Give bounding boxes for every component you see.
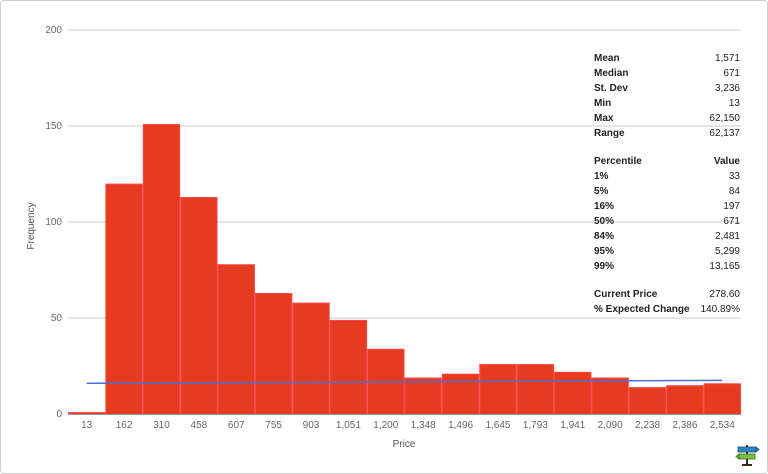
y-tick-label: 200 [45,25,62,36]
summary-row-value: 13 [728,98,740,109]
summary-row-label: Median [594,68,629,79]
x-tick-label: 2,386 [672,420,697,431]
summary-row-value: 671 [723,68,740,79]
x-tick-labels: 13 162 310 458 607 755 903 1,051 1,200 1,348 1,496… [81,420,735,431]
histogram-bar-fill [555,372,591,414]
histogram-bar-fill [480,365,516,414]
summary-row-label: Max [594,113,614,124]
histogram-bar-fill [330,320,367,414]
histogram-bar-fill [181,198,217,414]
histogram-bar-fill [143,125,180,414]
histogram-bar-fill [667,386,703,414]
percentile-row-label: 5% [594,186,609,197]
histogram-bar-fill [629,388,666,414]
x-tick-label: 1,051 [336,420,361,431]
x-tick-label: 1,496 [448,420,473,431]
extra-row-value: 278.60 [709,289,740,300]
y-tick-label: 100 [45,217,62,228]
percentile-row-label: 84% [594,231,615,242]
trend-line [86,379,723,385]
percentile-row-label: 99% [594,261,615,272]
summary-row-label: Range [594,128,625,139]
histogram-bar-fill [405,378,441,414]
x-tick-label: 755 [265,420,282,431]
histogram-bar-fill [255,294,292,414]
extra-row-label: Current Price [594,289,658,300]
y-axis-title: Frequency [26,202,37,249]
histogram-bar-fill [69,413,105,414]
summary-row-value: 62,150 [709,113,740,124]
y-tick-label: 150 [45,121,62,132]
percentile-row-value: 2,481 [714,231,740,242]
x-tick-label: 2,534 [710,420,735,431]
summary-row-label: Min [594,98,612,109]
summary-row-value: 62,137 [709,128,740,139]
trend-line-path [86,379,723,385]
x-tick-label: 1,348 [411,420,436,431]
x-tick-label: 1,645 [485,420,510,431]
histogram-bar-fill [106,184,142,414]
percentile-header-row-value: Value [713,156,740,167]
percentile-row-value: 5,299 [714,246,740,257]
percentile-row-value: 197 [723,201,740,212]
x-tick-label: 1,941 [560,420,585,431]
histogram-bar [68,412,106,414]
percentile-row-value: 33 [728,171,740,182]
summary-row-label: Mean [594,53,620,64]
histogram-bar-fill [218,265,254,414]
x-tick-label: 1,793 [523,420,548,431]
extra-row-value: 140.89% [700,304,740,315]
percentile-row-label: 95% [594,246,615,257]
histogram-bar-fill [517,365,554,414]
x-tick-label: 310 [153,420,170,431]
percentile-row-value: 13,165 [709,261,740,272]
y-tick-labels: 0 50 100 150 200 [45,25,62,420]
percentile-row-value: 84 [728,186,740,197]
y-tick-label: 50 [51,313,63,324]
x-tick-label: 13 [81,420,93,431]
percentile-row-value: 671 [723,216,740,227]
x-tick-label: 162 [116,420,133,431]
x-tick-label: 607 [228,420,245,431]
histogram-bar-fill [442,374,479,414]
signpost-logo-icon [734,441,760,467]
histogram-bar-fill [704,384,740,414]
percentile-row-label: 1% [594,171,609,182]
y-tick-label: 0 [56,409,62,420]
histogram-bar-fill [592,378,628,414]
x-tick-label: 458 [191,420,208,431]
histogram-bar-fill [293,303,329,414]
summary-row-value: 1,571 [714,53,740,64]
percentile-row-label: 50% [594,216,615,227]
bars [68,124,741,414]
x-tick-label: 903 [303,420,320,431]
percentile-row-label: 16% [594,201,615,212]
x-tick-label: 2,090 [598,420,623,431]
percentile-header-row-label: Percentile [594,156,642,167]
summary-row-label: St. Dev [594,83,628,94]
x-tick-label: 2,238 [635,420,660,431]
x-tick-label: 1,200 [373,420,398,431]
summary-row-value: 3,236 [714,83,740,94]
extra-row-label: % Expected Change [594,304,690,315]
x-axis-title: Price [393,439,416,450]
